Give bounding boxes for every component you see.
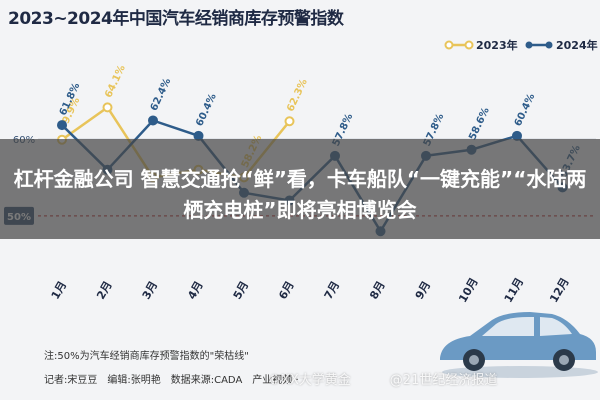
x-tick-label: 4月	[185, 279, 206, 302]
legend-swatch-2023	[444, 40, 474, 50]
car-illustration	[430, 300, 600, 384]
data-label: 60.4%	[513, 92, 538, 128]
headline-text: 杠杆金融公司 智慧交通抢“鲜”看，卡车船队“一键充能”“水陆两栖充电桩”即将亮相…	[13, 167, 587, 222]
watermark-text: ©XX大学黄金 @21世纪经济报道	[268, 373, 498, 388]
x-tick-label: 2月	[94, 279, 115, 302]
data-point	[284, 116, 295, 127]
legend-label-2024: 2024年	[556, 39, 598, 52]
footnote-threshold: 注:50%为汽车经销商库存预警指数的"荣枯线"	[44, 351, 249, 362]
data-point	[102, 102, 113, 113]
data-point	[148, 115, 158, 126]
data-label: 60.4%	[194, 92, 219, 128]
data-label: 64.1%	[103, 64, 128, 100]
x-tick-label: 3月	[140, 279, 161, 302]
data-label: 62.3%	[285, 77, 310, 113]
x-tick-label: 8月	[367, 279, 388, 302]
x-tick-label: 9月	[413, 279, 434, 302]
legend-label-2023: 2023年	[476, 39, 518, 52]
x-tick-label: 1月	[49, 279, 70, 302]
data-label: 62.4%	[149, 77, 174, 113]
footnote-credits: 记者:宋豆豆 编辑:张明艳 数据来源:CADA 产业视频 ·	[44, 375, 299, 386]
headline-overlay	[0, 139, 600, 239]
legend-swatch-2024	[525, 41, 553, 49]
data-label: 58.6%	[467, 106, 492, 142]
car-icon	[440, 312, 598, 378]
chart-title: 2023~2024年中国汽车经销商库存预警指数	[8, 9, 344, 29]
x-tick-label: 5月	[231, 279, 252, 302]
data-point	[57, 120, 67, 131]
x-tick-label: 7月	[322, 279, 343, 302]
x-tick-label: 6月	[276, 279, 297, 302]
